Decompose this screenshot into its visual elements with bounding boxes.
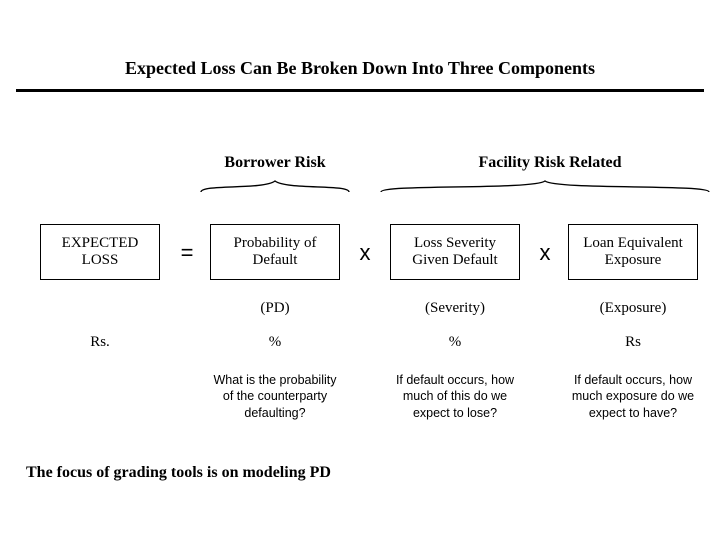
box-expected-loss-line1: EXPECTED	[43, 235, 157, 252]
page-title: Expected Loss Can Be Broken Down Into Th…	[0, 0, 720, 89]
abbrev-sev: (Severity)	[390, 300, 520, 317]
equals-sign: =	[172, 240, 202, 266]
unit-sev: %	[390, 334, 520, 351]
desc-exp: If default occurs, how much exposure do …	[568, 372, 698, 421]
box-expected-loss-line2: LOSS	[43, 252, 157, 269]
desc-pd: What is the probability of the counterpa…	[210, 372, 340, 421]
description-row: What is the probability of the counterpa…	[0, 372, 720, 432]
box-pd-line2: Default	[213, 252, 337, 269]
category-facility-label: Facility Risk Related	[460, 154, 640, 172]
box-severity: Loss Severity Given Default	[390, 224, 520, 280]
desc-sev: If default occurs, how much of this do w…	[390, 372, 520, 421]
abbrev-pd: (PD)	[210, 300, 340, 317]
unit-row: Rs. % % Rs	[0, 334, 720, 358]
category-borrower-label: Borrower Risk	[210, 154, 340, 172]
box-exposure-line2: Exposure	[571, 252, 695, 269]
unit-exp: Rs	[568, 334, 698, 351]
box-expected-loss: EXPECTED LOSS	[40, 224, 160, 280]
title-rule	[16, 89, 704, 92]
box-severity-line1: Loss Severity	[393, 235, 517, 252]
box-exposure-line1: Loan Equivalent	[571, 235, 695, 252]
abbrev-exp: (Exposure)	[568, 300, 698, 317]
category-row: Borrower Risk Facility Risk Related	[0, 154, 720, 194]
abbrev-row: (PD) (Severity) (Exposure)	[0, 300, 720, 324]
bracket-facility	[380, 180, 710, 194]
box-pd: Probability of Default	[210, 224, 340, 280]
unit-result: Rs.	[40, 334, 160, 351]
multiply-sign-1: x	[350, 240, 380, 266]
unit-pd: %	[210, 334, 340, 351]
bracket-borrower	[200, 180, 350, 194]
footer-note: The focus of grading tools is on modelin…	[26, 464, 331, 482]
box-severity-line2: Given Default	[393, 252, 517, 269]
multiply-sign-2: x	[530, 240, 560, 266]
formula-row: EXPECTED LOSS = Probability of Default x…	[0, 224, 720, 294]
box-pd-line1: Probability of	[213, 235, 337, 252]
box-exposure: Loan Equivalent Exposure	[568, 224, 698, 280]
